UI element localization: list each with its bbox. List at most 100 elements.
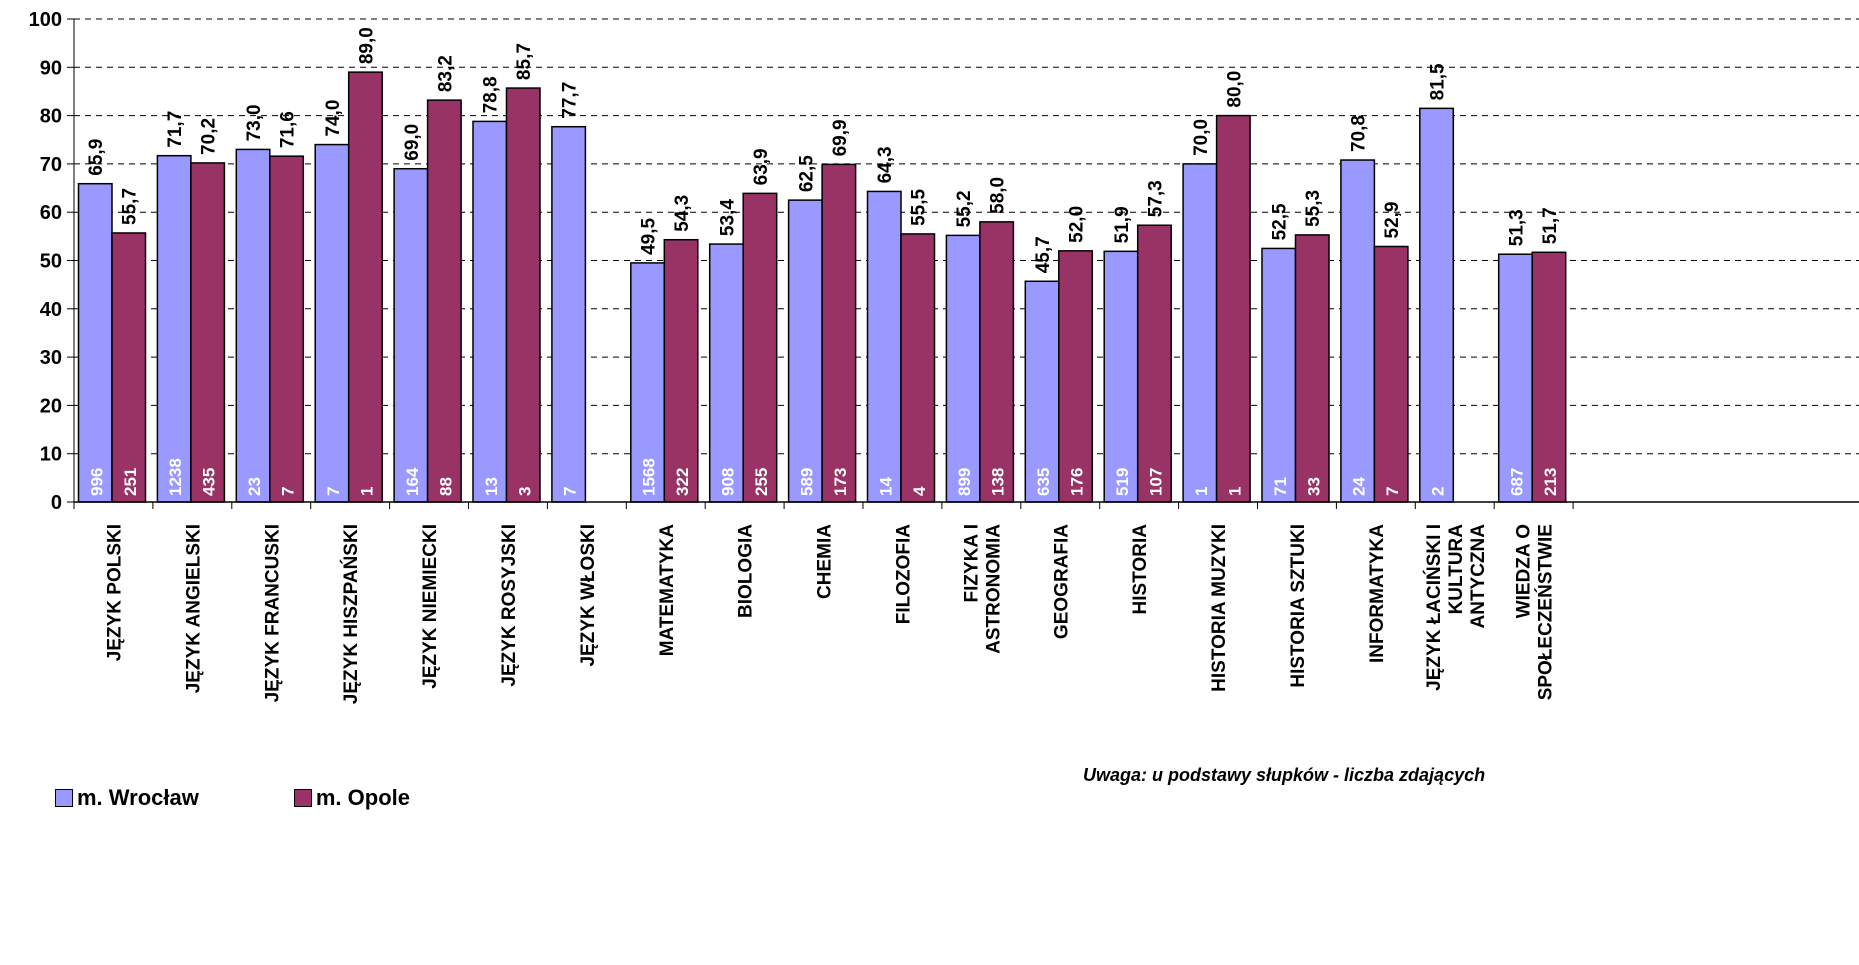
y-tick-label: 40: [40, 299, 62, 321]
bar-opole: [979, 221, 1015, 503]
x-category-label: ANTYCZNA: [1468, 524, 1489, 629]
data-label: 74,0: [323, 100, 344, 137]
data-label: 62,5: [796, 155, 817, 192]
bar-wroclaw: [787, 199, 823, 503]
data-label: 73,0: [244, 104, 265, 141]
x-category-label: JĘZYK FRANCUSKI: [262, 524, 283, 702]
bar-opole: [347, 71, 383, 503]
count-label: 7: [561, 487, 580, 496]
data-label: 51,9: [1112, 206, 1133, 243]
legend-label-opole: m. Opole: [315, 785, 410, 810]
data-label: 55,7: [120, 188, 141, 225]
data-label: 69,0: [402, 124, 423, 161]
bar-wroclaw: [393, 167, 429, 503]
count-label: 7: [279, 487, 298, 496]
data-label: 52,0: [1067, 206, 1088, 243]
legend-item-opole: m. Opole: [293, 785, 410, 811]
data-label: 55,5: [909, 189, 930, 226]
count-label: 14: [876, 477, 895, 496]
data-label: 45,7: [1033, 236, 1054, 273]
data-label: 71,7: [165, 111, 186, 148]
data-label: 77,7: [560, 82, 581, 119]
data-label: 51,3: [1506, 209, 1527, 246]
data-label: 81,5: [1428, 63, 1449, 100]
legend-item-wroclaw: m. Wrocław: [55, 785, 199, 811]
data-label: 55,2: [954, 190, 975, 227]
count-label: 687: [1507, 468, 1526, 496]
count-label: 255: [752, 468, 771, 496]
count-label: 908: [718, 468, 737, 496]
bar-opole: [1373, 245, 1409, 503]
bar-opole: [1215, 114, 1251, 503]
chart-note: Uwaga: u podstawy słupków - liczba zdają…: [1083, 765, 1486, 785]
y-tick-label: 0: [51, 492, 62, 514]
x-category-label: JĘZYK ANGIELSKI: [183, 524, 204, 693]
data-label: 69,9: [830, 119, 851, 156]
x-category-label: INFORMATYKA: [1367, 524, 1388, 663]
count-label: 7: [324, 487, 343, 496]
data-label: 57,3: [1145, 180, 1166, 217]
count-label: 173: [831, 468, 850, 496]
count-label: 13: [482, 477, 501, 496]
data-label: 65,9: [86, 139, 107, 176]
bar-wroclaw: [1419, 107, 1455, 503]
count-label: 33: [1304, 477, 1323, 496]
count-label: 176: [1068, 468, 1087, 496]
count-label: 164: [403, 467, 422, 496]
bar-wroclaw: [866, 190, 902, 503]
count-label: 107: [1146, 468, 1165, 496]
y-tick-label: 100: [29, 9, 62, 31]
data-label: 53,4: [717, 199, 738, 236]
x-category-label: SPOŁECZEŃSTWIE: [1535, 524, 1557, 700]
y-tick-label: 60: [40, 202, 62, 224]
count-label: 1: [357, 487, 376, 496]
count-label: 4: [910, 486, 929, 496]
data-label: 55,3: [1303, 190, 1324, 227]
bar-opole: [900, 233, 936, 503]
data-label: 58,0: [988, 177, 1009, 214]
data-label: 70,0: [1191, 119, 1212, 156]
bar-wroclaw: [1497, 253, 1533, 503]
x-category-label: CHEMIA: [815, 524, 836, 599]
y-tick-label: 70: [40, 154, 62, 176]
x-category-label: JĘZYK ROSYJSKI: [499, 524, 520, 687]
y-tick-label: 30: [40, 347, 62, 369]
data-label: 52,5: [1270, 203, 1291, 240]
x-category-label: ASTRONOMIA: [983, 524, 1004, 654]
x-category-label: HISTORIA: [1130, 524, 1151, 615]
y-tick-label: 80: [40, 106, 62, 128]
legend-label-wroclaw: m. Wrocław: [77, 785, 199, 810]
count-label: 1: [1225, 487, 1244, 496]
data-label: 70,2: [199, 118, 220, 155]
x-category-label: GEOGRAFIA: [1051, 524, 1072, 639]
bar-opole: [1058, 250, 1094, 503]
count-label: 589: [797, 468, 816, 496]
bar-wroclaw: [551, 125, 587, 503]
bar-wroclaw: [472, 120, 508, 503]
x-category-label: JĘZYK POLSKI: [104, 524, 125, 661]
x-category-label: WIEDZA O: [1514, 524, 1535, 618]
count-label: 213: [1541, 468, 1560, 496]
count-label: 996: [87, 468, 106, 496]
bar-opole: [111, 232, 147, 503]
x-category-label: JĘZYK WŁOSKI: [578, 524, 599, 667]
count-label: 899: [955, 468, 974, 496]
bar-wroclaw: [77, 182, 113, 503]
x-category-label: JĘZYK HISZPAŃSKI: [340, 524, 362, 704]
y-tick-label: 50: [40, 251, 62, 273]
x-category-label: JĘZYK ŁACIŃSKI I: [1423, 524, 1445, 691]
bar-wroclaw: [1261, 247, 1297, 503]
data-label: 51,7: [1540, 207, 1561, 244]
x-category-label: BIOLOGIA: [736, 524, 757, 618]
data-label: 70,8: [1349, 115, 1370, 152]
bar-wroclaw: [1340, 159, 1376, 503]
data-label: 71,6: [278, 111, 299, 148]
data-label: 63,9: [751, 148, 772, 185]
x-axis: JĘZYK POLSKI JĘZYK ANGIELSKI JĘZYK FRANCUS…: [73, 501, 1859, 704]
y-axis: 0 10 20 30 40 50 60 70 80 90 100: [29, 9, 75, 514]
bar-wroclaw: [945, 234, 981, 503]
count-label: 322: [673, 468, 692, 496]
count-label: 1568: [640, 458, 659, 496]
y-tick-label: 10: [40, 444, 62, 466]
